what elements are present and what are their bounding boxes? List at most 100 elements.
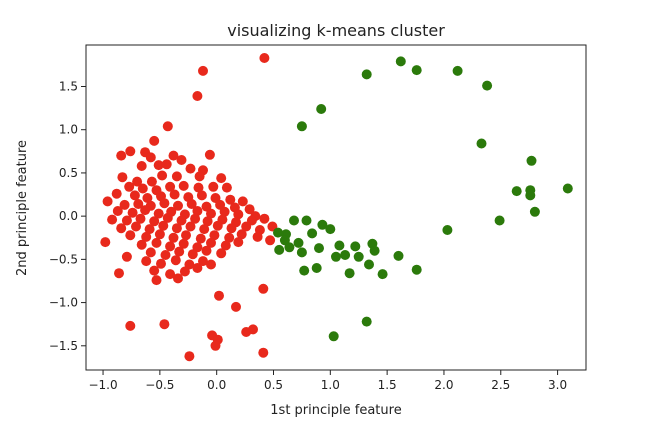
data-point-cluster-0 bbox=[165, 269, 176, 280]
data-point-cluster-0 bbox=[154, 229, 165, 240]
data-point-cluster-0 bbox=[107, 214, 118, 225]
data-point-cluster-0 bbox=[252, 231, 263, 242]
data-point-cluster-1 bbox=[361, 316, 372, 327]
data-point-cluster-0 bbox=[153, 208, 164, 219]
data-point-cluster-0 bbox=[178, 238, 189, 249]
data-point-cluster-0 bbox=[145, 247, 156, 258]
data-point-cluster-1 bbox=[411, 65, 422, 76]
data-point-cluster-1 bbox=[395, 56, 406, 67]
data-point-cluster-0 bbox=[141, 231, 152, 242]
data-point-cluster-1 bbox=[494, 215, 505, 226]
data-point-cluster-0 bbox=[168, 232, 179, 243]
data-point-cluster-1 bbox=[317, 219, 328, 230]
data-point-cluster-0 bbox=[233, 209, 244, 220]
data-point-cluster-0 bbox=[133, 199, 144, 209]
data-point-cluster-0 bbox=[259, 213, 270, 224]
data-point-cluster-0 bbox=[124, 181, 135, 192]
data-point-cluster-0 bbox=[236, 229, 247, 240]
data-point-cluster-1 bbox=[331, 251, 341, 262]
data-point-cluster-0 bbox=[135, 213, 146, 224]
y-tick-label: 1.5 bbox=[59, 79, 78, 93]
data-point-cluster-0 bbox=[202, 216, 213, 227]
data-point-cluster-0 bbox=[151, 237, 162, 248]
data-point-cluster-1 bbox=[369, 245, 380, 256]
data-point-cluster-0 bbox=[171, 171, 182, 182]
data-point-cluster-0 bbox=[140, 205, 151, 216]
x-axis-label: 1st principle feature bbox=[270, 403, 401, 418]
data-point-cluster-0 bbox=[193, 182, 204, 193]
data-point-cluster-1 bbox=[350, 241, 361, 252]
data-point-cluster-0 bbox=[259, 53, 270, 63]
data-point-cluster-0 bbox=[141, 256, 152, 267]
data-point-cluster-0 bbox=[226, 223, 237, 234]
data-point-cluster-0 bbox=[114, 268, 124, 279]
x-tick-label: 0.5 bbox=[264, 378, 283, 392]
data-point-cluster-1 bbox=[301, 215, 312, 226]
x-tick-label: 3.0 bbox=[548, 378, 567, 392]
data-point-cluster-0 bbox=[100, 237, 111, 248]
data-point-cluster-1 bbox=[562, 183, 573, 194]
data-point-cluster-0 bbox=[151, 275, 162, 286]
data-point-cluster-0 bbox=[206, 237, 216, 248]
data-point-cluster-0 bbox=[168, 150, 179, 161]
data-point-cluster-0 bbox=[165, 241, 176, 252]
data-point-cluster-0 bbox=[121, 251, 132, 262]
y-axis: 1.5 1.0 0.5 0.0 −0.5 −1.0 −1.5 bbox=[49, 79, 86, 353]
y-tick-label: 1.0 bbox=[59, 123, 78, 137]
data-point-cluster-0 bbox=[173, 273, 183, 284]
data-point-cluster-1 bbox=[314, 243, 324, 254]
data-point-cluster-0 bbox=[157, 170, 168, 181]
data-point-cluster-0 bbox=[198, 65, 208, 76]
data-point-cluster-0 bbox=[162, 212, 173, 223]
data-point-cluster-0 bbox=[131, 221, 141, 232]
data-point-cluster-0 bbox=[212, 220, 223, 231]
data-point-cluster-0 bbox=[165, 181, 176, 192]
data-point-cluster-1 bbox=[364, 259, 374, 270]
data-point-cluster-0 bbox=[184, 351, 195, 362]
data-point-cluster-0 bbox=[225, 194, 236, 205]
x-tick-label: 0.0 bbox=[207, 378, 226, 392]
data-point-cluster-0 bbox=[161, 159, 172, 170]
data-point-cluster-0 bbox=[206, 259, 216, 270]
data-point-cluster-1 bbox=[344, 268, 355, 279]
data-point-cluster-1 bbox=[529, 206, 540, 217]
data-point-cluster-0 bbox=[187, 249, 198, 260]
x-tick-label: 1.0 bbox=[321, 378, 340, 392]
data-point-cluster-0 bbox=[233, 237, 244, 248]
data-point-cluster-1 bbox=[325, 224, 336, 235]
data-point-cluster-0 bbox=[116, 223, 127, 234]
data-point-cluster-0 bbox=[116, 150, 127, 161]
x-tick-label: −1.0 bbox=[88, 378, 117, 392]
data-point-cluster-0 bbox=[142, 193, 153, 203]
data-point-cluster-1 bbox=[289, 215, 299, 226]
data-point-cluster-0 bbox=[127, 207, 138, 218]
data-point-cluster-0 bbox=[224, 232, 235, 243]
data-point-cluster-1 bbox=[411, 264, 422, 275]
data-point-cluster-1 bbox=[393, 250, 404, 261]
data-point-cluster-0 bbox=[170, 255, 181, 266]
data-point-cluster-0 bbox=[125, 146, 136, 157]
data-point-cluster-0 bbox=[145, 152, 156, 163]
data-point-cluster-0 bbox=[160, 250, 171, 260]
data-point-cluster-0 bbox=[158, 220, 169, 231]
data-point-cluster-0 bbox=[144, 224, 155, 235]
data-point-cluster-0 bbox=[241, 221, 252, 232]
x-tick-label: 2.0 bbox=[434, 378, 453, 392]
data-point-cluster-0 bbox=[125, 230, 136, 241]
data-point-cluster-0 bbox=[265, 235, 276, 246]
data-point-cluster-0 bbox=[149, 265, 160, 276]
data-point-cluster-0 bbox=[210, 340, 221, 351]
data-point-cluster-0 bbox=[199, 224, 210, 235]
data-point-cluster-0 bbox=[179, 266, 190, 277]
data-point-cluster-1 bbox=[296, 247, 307, 258]
x-tick-label: −0.5 bbox=[145, 378, 174, 392]
data-point-cluster-0 bbox=[221, 182, 232, 193]
data-point-cluster-0 bbox=[185, 163, 196, 174]
data-point-cluster-0 bbox=[216, 173, 227, 184]
y-tick-label: 0.5 bbox=[59, 166, 78, 180]
data-point-cluster-0 bbox=[190, 213, 201, 224]
data-point-cluster-0 bbox=[220, 240, 231, 251]
data-point-cluster-0 bbox=[186, 199, 197, 209]
data-point-cluster-1 bbox=[328, 331, 339, 342]
